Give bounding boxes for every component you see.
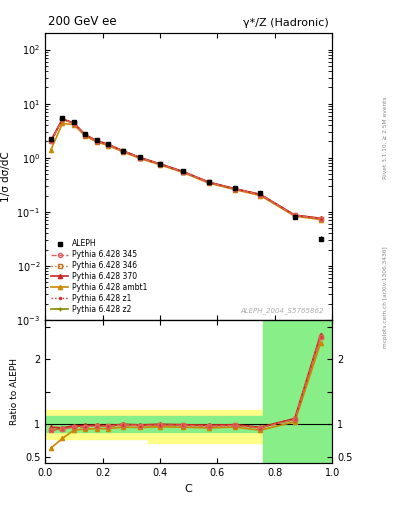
X-axis label: C: C [185,484,193,494]
Y-axis label: 1/σ dσ/dC: 1/σ dσ/dC [1,151,11,202]
Text: ALEPH_2004_S5765862: ALEPH_2004_S5765862 [240,308,323,314]
Text: Rivet 3.1.10, ≥ 2.5M events: Rivet 3.1.10, ≥ 2.5M events [383,97,388,180]
Legend: ALEPH, Pythia 6.428 345, Pythia 6.428 346, Pythia 6.428 370, Pythia 6.428 ambt1,: ALEPH, Pythia 6.428 345, Pythia 6.428 34… [49,237,150,316]
Text: mcplots.cern.ch [arXiv:1306.3436]: mcplots.cern.ch [arXiv:1306.3436] [383,246,388,348]
Y-axis label: Ratio to ALEPH: Ratio to ALEPH [10,358,19,425]
Text: γ*/Z (Hadronic): γ*/Z (Hadronic) [244,17,329,28]
Text: 200 GeV ee: 200 GeV ee [48,14,117,28]
